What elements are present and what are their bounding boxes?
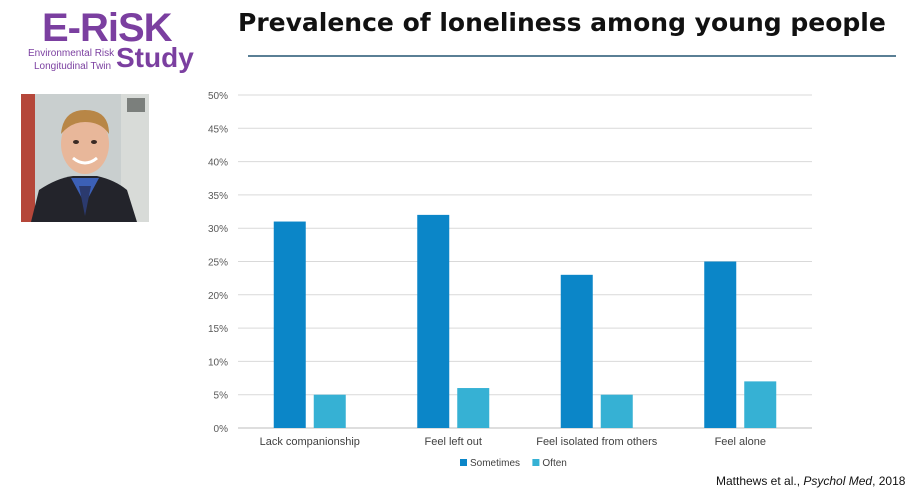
logo-study-text: Study <box>116 42 194 73</box>
y-tick-label: 20% <box>208 291 228 302</box>
x-tick-label: Feel left out <box>425 436 482 448</box>
logo-subtitle-line2: Longitudinal Twin <box>34 61 112 72</box>
y-tick-label: 10% <box>208 357 228 368</box>
x-tick-label: Feel alone <box>715 436 766 448</box>
citation: Matthews et al., Psychol Med, 2018 <box>716 474 905 488</box>
x-tick-label: Lack companionship <box>260 436 360 448</box>
y-tick-label: 0% <box>214 424 229 435</box>
bars <box>273 214 777 428</box>
slide-title: Prevalence of loneliness among young peo… <box>238 8 886 37</box>
bar-sometimes <box>417 214 450 428</box>
bar-often <box>744 381 777 428</box>
x-tick-label: Feel isolated from others <box>536 436 658 448</box>
logo: E-RiSK Environmental Risk Longitudinal T… <box>28 6 194 78</box>
y-tick-label: 40% <box>208 158 228 169</box>
y-tick-label: 15% <box>208 324 228 335</box>
x-axis-labels: Lack companionship Feel left out Feel isol… <box>260 436 766 448</box>
y-tick-label: 45% <box>208 124 228 135</box>
bar-chart: 0% 5% 10% 15% 20% 25% 30% 35% 40% 45% 50% Lack com… <box>208 91 812 469</box>
bar-often <box>457 388 490 428</box>
legend-swatch <box>532 459 540 466</box>
title-divider <box>248 55 896 57</box>
bar-sometimes <box>560 274 593 428</box>
citation-year: , 2018 <box>872 474 906 488</box>
y-axis-ticks: 0% 5% 10% 15% 20% 25% 30% 35% 40% 45% 50% <box>208 91 228 435</box>
y-tick-label: 25% <box>208 258 228 269</box>
logo-subtitle-line1: Environmental Risk <box>28 48 115 59</box>
y-tick-label: 30% <box>208 224 228 235</box>
citation-authors: Matthews et al., <box>716 474 804 488</box>
y-tick-label: 50% <box>208 91 228 102</box>
bar-sometimes <box>704 261 737 428</box>
y-tick-label: 5% <box>214 391 229 402</box>
author-photo <box>21 94 149 222</box>
citation-journal: Psychol Med <box>803 474 873 488</box>
y-tick-label: 35% <box>208 191 228 202</box>
legend-label: Sometimes <box>470 458 520 469</box>
legend-label: Often <box>542 458 566 469</box>
bar-often <box>313 394 346 428</box>
legend: Sometimes Often <box>460 458 567 469</box>
bar-often <box>600 394 633 428</box>
legend-swatch <box>460 459 467 466</box>
bar-sometimes <box>273 221 306 428</box>
logo-wordmark: E-RiSK <box>42 6 173 50</box>
